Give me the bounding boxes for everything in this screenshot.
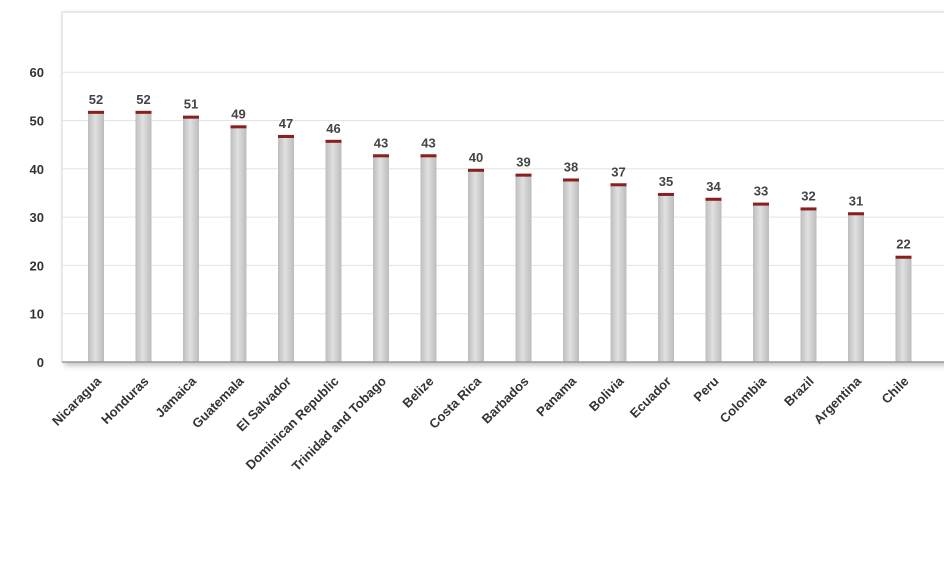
bar-value-label: 43 [421, 135, 435, 150]
bar-cap [468, 168, 484, 172]
category-label: Bolivia [586, 373, 627, 414]
bar [610, 183, 627, 362]
bar-value-label: 51 [184, 97, 198, 112]
bar-cap [658, 192, 674, 196]
bar [895, 255, 912, 362]
category-label: Belize [399, 374, 436, 411]
y-tick-label: 30 [30, 210, 44, 225]
bar-cap [563, 178, 579, 182]
y-tick-label: 60 [30, 65, 44, 80]
category-label: Colombia [717, 373, 770, 426]
category-label: Panama [533, 373, 579, 419]
bar-cap [278, 134, 294, 138]
bar-value-label: 46 [326, 121, 340, 136]
bar-value-label: 39 [516, 155, 530, 170]
bar-cap [420, 154, 437, 158]
bar-value-label: 52 [136, 92, 150, 107]
bar-value-label: 38 [564, 159, 578, 174]
bar-value-label: 32 [801, 188, 815, 203]
bar-value-label: 40 [469, 150, 483, 165]
bar-value-label: 34 [706, 179, 721, 194]
bar-value-label: 47 [279, 116, 293, 131]
bar [753, 202, 769, 362]
bar-value-label: 43 [374, 135, 388, 150]
category-label: Peru [691, 373, 722, 404]
category-label: Jamaica [152, 373, 199, 420]
bar [278, 134, 294, 362]
bar-cap [753, 202, 769, 206]
bar-cap [515, 173, 532, 177]
bar-cap [705, 197, 722, 201]
plot-frame [61, 11, 944, 363]
bar [230, 125, 247, 362]
bar [88, 110, 104, 362]
bar-value-labels: 52 52 51 49 47 46 43 43 40 39 38 37 35 34 33 32 31 22 [89, 92, 911, 252]
bar [183, 115, 199, 362]
bar-value-label: 52 [89, 92, 103, 107]
grid-lines [62, 71, 944, 315]
bar-cap [135, 110, 152, 114]
bar-value-label: 31 [849, 193, 863, 208]
category-label: Costa Rica [426, 373, 485, 432]
bar [325, 139, 342, 362]
y-tick-label: 0 [37, 355, 44, 370]
bar [468, 168, 484, 362]
bars [88, 110, 912, 362]
bar-value-label: 37 [611, 164, 625, 179]
bar [800, 207, 817, 362]
y-tick-label: 20 [30, 258, 44, 273]
bar [563, 178, 579, 362]
category-label: Brazil [781, 374, 817, 410]
bar [373, 154, 389, 362]
bar-cap [230, 125, 247, 129]
bar [135, 110, 152, 362]
category-label: Chile [879, 374, 912, 407]
bar-cap [610, 183, 627, 187]
category-label: Nicaragua [49, 373, 105, 429]
bar-cap [183, 115, 199, 119]
bar-value-label: 35 [659, 174, 673, 189]
category-label: Trinidad and Tobago [289, 373, 389, 473]
bar-cap [88, 110, 104, 114]
y-axis-ticks: 0 10 20 30 40 50 60 [30, 65, 44, 370]
y-tick-label: 40 [30, 162, 44, 177]
bar-cap [373, 154, 389, 158]
bar [515, 173, 532, 362]
bar-value-label: 49 [231, 106, 245, 121]
y-tick-label: 10 [30, 307, 44, 322]
bar [705, 197, 722, 362]
category-label: Barbados [479, 374, 532, 427]
bar-cap [895, 255, 912, 259]
bar-cap [325, 139, 342, 143]
category-label: Ecuador [627, 374, 674, 421]
bar [658, 192, 674, 362]
bar-value-label: 33 [754, 184, 768, 199]
category-label: Argentina [811, 373, 865, 427]
bar [420, 154, 437, 362]
bar [848, 212, 864, 362]
y-tick-label: 50 [30, 114, 44, 129]
category-label: Honduras [98, 374, 152, 428]
bar-cap [800, 207, 817, 211]
category-label: Dominican Republic [243, 374, 342, 473]
bar-value-label: 22 [896, 237, 910, 252]
bar-cap [848, 212, 864, 216]
